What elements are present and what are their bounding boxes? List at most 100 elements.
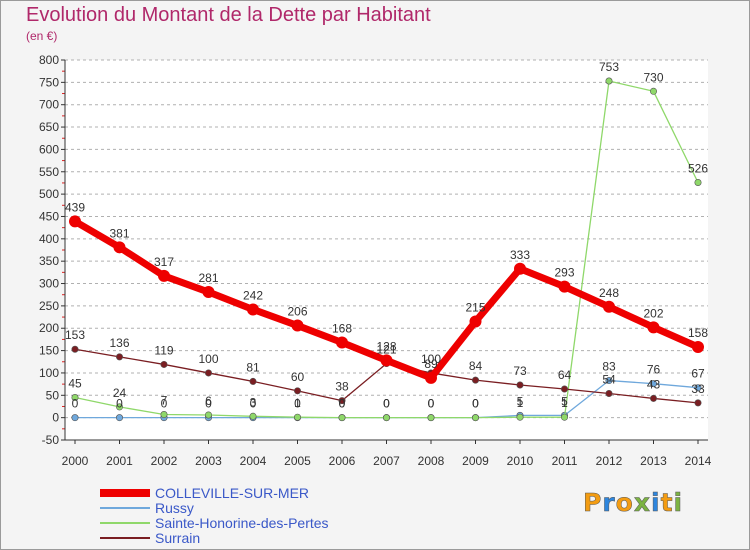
data-label-surrain-2000: 153 xyxy=(65,328,85,342)
y-tick-label-12: 550 xyxy=(39,165,59,179)
data-label-surrain-2010: 73 xyxy=(513,364,527,378)
legend-item-surrain: Surrain xyxy=(100,530,200,546)
data-label-sainte-honorine-2000: 45 xyxy=(68,377,82,391)
legend-item-russy: Russy xyxy=(100,500,194,516)
data-label-russy-2014: 67 xyxy=(691,367,705,381)
data-point-sainte-honorine-2009 xyxy=(471,414,479,422)
data-point-colleville-2002 xyxy=(158,269,170,282)
data-point-surrain-2011 xyxy=(560,385,568,393)
data-point-colleville-2004 xyxy=(247,303,259,316)
data-point-sainte-honorine-2013 xyxy=(649,87,657,95)
data-point-colleville-2000 xyxy=(69,215,81,228)
data-label-sainte-honorine-2010: 1 xyxy=(517,396,524,410)
data-label-colleville-2007: 128 xyxy=(376,339,396,353)
x-tick-label-12: 2012 xyxy=(596,454,623,468)
data-label-sainte-honorine-2014: 526 xyxy=(688,161,708,175)
data-label-russy-2001: 0 xyxy=(116,397,123,411)
data-label-colleville-2001: 381 xyxy=(109,226,129,240)
data-label-russy-2004: 0 xyxy=(250,397,257,411)
data-label-colleville-2011: 293 xyxy=(554,266,574,280)
x-tick-label-11: 2011 xyxy=(552,454,578,468)
data-label-colleville-2012: 248 xyxy=(599,286,619,300)
data-label-colleville-2000: 439 xyxy=(65,200,85,214)
y-tick-label-14: 650 xyxy=(39,120,59,134)
data-point-sainte-honorine-2000 xyxy=(71,394,79,402)
logo-letter: t xyxy=(660,488,674,518)
data-point-sainte-honorine-2003 xyxy=(205,411,213,419)
x-tick-label-1: 2001 xyxy=(106,454,133,468)
data-label-surrain-2006: 38 xyxy=(335,380,349,394)
data-label-sainte-honorine-2011: 1 xyxy=(561,396,568,410)
data-point-sainte-honorine-2004 xyxy=(249,412,257,420)
data-point-colleville-2001 xyxy=(113,241,126,254)
logo-letter: i xyxy=(673,488,684,518)
data-label-surrain-2005: 60 xyxy=(291,370,305,384)
data-point-sainte-honorine-2012 xyxy=(605,77,613,85)
x-tick-label-4: 2004 xyxy=(240,454,267,468)
x-tick-label-7: 2007 xyxy=(373,454,400,468)
legend-swatch-colleville xyxy=(100,488,150,497)
data-label-sainte-honorine-2013: 730 xyxy=(643,70,663,84)
y-tick-label-13: 600 xyxy=(39,142,59,156)
y-tick-label-5: 200 xyxy=(39,321,59,335)
data-label-colleville-2006: 168 xyxy=(332,322,352,336)
data-point-surrain-2002 xyxy=(160,360,168,368)
data-label-surrain-2013: 43 xyxy=(647,377,661,391)
data-point-colleville-2010 xyxy=(514,262,526,275)
data-point-russy-2001 xyxy=(116,414,124,422)
logo-letter: o xyxy=(615,488,634,518)
y-tick-label-3: 100 xyxy=(39,366,59,380)
data-label-surrain-2008: 100 xyxy=(421,352,441,366)
data-point-colleville-2013 xyxy=(647,321,660,334)
data-label-sainte-honorine-2005: 1 xyxy=(294,396,301,410)
data-label-russy-2011: 5 xyxy=(561,394,568,408)
data-label-colleville-2002: 317 xyxy=(154,255,174,269)
data-label-russy-2010: 5 xyxy=(517,394,524,408)
proxiti-logo: Proxiti xyxy=(583,488,684,518)
data-point-sainte-honorine-2010 xyxy=(516,413,524,421)
y-tick-label-16: 750 xyxy=(39,75,59,89)
y-tick-label-10: 450 xyxy=(39,209,59,223)
y-tick-label-17: 800 xyxy=(39,53,59,67)
data-label-colleville-2008: 89 xyxy=(424,357,438,371)
data-point-sainte-honorine-2002 xyxy=(160,411,168,419)
data-label-colleville-2005: 206 xyxy=(287,305,307,319)
data-point-surrain-2005 xyxy=(293,387,301,395)
data-point-colleville-2005 xyxy=(291,319,304,332)
chart-unit-label: (en €) xyxy=(26,29,58,43)
data-point-surrain-2014 xyxy=(694,399,702,407)
logo-letter: r xyxy=(602,488,616,518)
x-tick-label-5: 2005 xyxy=(284,454,311,468)
data-point-surrain-2013 xyxy=(649,394,657,402)
data-label-colleville-2009: 215 xyxy=(465,301,485,315)
logo-letter: i xyxy=(651,488,661,518)
data-point-surrain-2009 xyxy=(471,376,479,384)
data-label-russy-2009: 0 xyxy=(472,397,479,411)
data-label-russy-2003: 0 xyxy=(205,397,212,411)
data-point-colleville-2006 xyxy=(336,336,348,349)
data-point-colleville-2008 xyxy=(425,371,437,384)
data-label-surrain-2011: 64 xyxy=(558,368,572,382)
data-label-sainte-honorine-2004: 3 xyxy=(250,395,257,409)
data-point-sainte-honorine-2011 xyxy=(560,413,568,421)
data-label-surrain-2007: 121 xyxy=(376,343,396,357)
data-point-russy-2013 xyxy=(649,380,657,388)
data-point-surrain-2010 xyxy=(516,381,524,389)
x-tick-label-9: 2009 xyxy=(462,454,489,468)
data-point-sainte-honorine-2007 xyxy=(382,414,390,422)
y-tick-label-15: 700 xyxy=(39,98,59,112)
data-label-sainte-honorine-2012: 753 xyxy=(599,60,619,74)
data-label-russy-2002: 0 xyxy=(161,397,168,411)
data-label-russy-2007: 0 xyxy=(383,397,390,411)
data-label-colleville-2010: 333 xyxy=(510,248,530,262)
data-label-sainte-honorine-2008: 0 xyxy=(428,397,435,411)
plot-area xyxy=(65,60,708,440)
data-point-sainte-honorine-2008 xyxy=(427,414,435,422)
data-point-russy-2000 xyxy=(71,414,79,422)
data-label-russy-2013: 76 xyxy=(647,363,661,377)
legend-label-colleville: COLLEVILLE-SUR-MER xyxy=(155,484,310,501)
data-point-colleville-2014 xyxy=(692,341,704,354)
chart-title: Evolution du Montant de la Dette par Hab… xyxy=(26,4,431,26)
data-point-colleville-2003 xyxy=(202,286,215,299)
